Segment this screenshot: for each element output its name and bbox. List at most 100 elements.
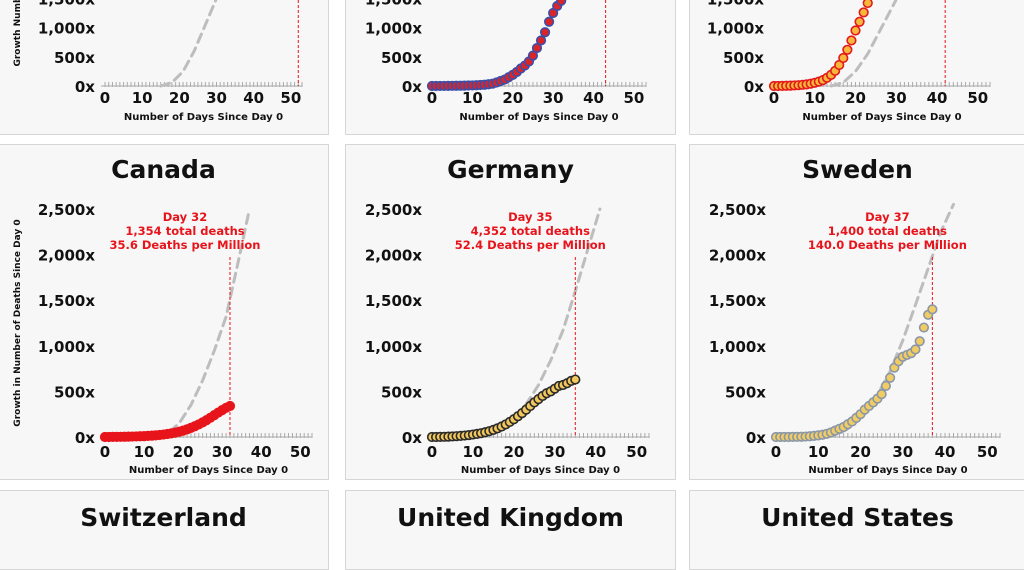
x-tick-label: 30 <box>543 89 564 107</box>
chart-panel-top-left: 0x 500x 1,000x 1,500x 0 10 20 30 40 50 Number of D… <box>0 0 329 135</box>
x-axis-title: Number of Days Since Day 0 <box>461 465 620 476</box>
data-point <box>858 7 869 18</box>
chart-svg-canada: 0x 500x 1,000x 1,500x 2,000x 2,500x 0 10 20 30 40 5… <box>13 201 313 476</box>
country-title-germany: Germany <box>447 155 574 184</box>
y-tick-label: 0x <box>75 429 95 447</box>
y-tick-label: 500x <box>381 49 422 67</box>
x-tick-label: 50 <box>626 443 647 461</box>
x-tick-label: 10 <box>463 443 484 461</box>
y-tick-label: 1,500x <box>709 292 766 310</box>
annotation-line: 140.0 Deaths per Million <box>808 238 967 252</box>
chart-panel-canada: Canada 0x 500x 1,000x 1,500x 2,000x 2,500x 0 10… <box>0 144 329 480</box>
x-tick-label: 20 <box>173 443 194 461</box>
data-point <box>570 374 581 385</box>
chart-svg-top-right: 0x 500x 1,000x 1,500x 0 10 20 30 40 50 Number of D… <box>707 0 991 123</box>
x-tick-label: 20 <box>845 89 866 107</box>
y-tick-label: 0x <box>402 78 422 96</box>
chart-svg-sweden: 0x 500x 1,000x 1,500x 2,000x 2,500x 0 10 20 30 40 5… <box>709 201 1001 476</box>
data-point <box>927 304 938 315</box>
data-point <box>535 35 547 46</box>
x-axis-title: Number of Days Since Day 0 <box>802 112 961 123</box>
x-tick-label: 40 <box>935 443 956 461</box>
country-title-switzerland: Switzerland <box>80 503 247 532</box>
y-tick-label: 1,000x <box>365 338 422 356</box>
data-point <box>885 372 896 383</box>
data-point <box>862 0 873 9</box>
chart-svg-top-left: 0x 500x 1,000x 1,500x 0 10 20 30 40 50 Number of D… <box>13 0 303 123</box>
reference-trend-line <box>829 0 898 88</box>
data-point <box>224 400 236 412</box>
x-tick-label: 50 <box>967 89 988 107</box>
country-title-united-states: United States <box>761 503 954 532</box>
chart-svg-top-middle: 0x 500x 1,000x 1,500x 0 10 20 30 40 50 Number of D… <box>365 0 647 123</box>
y-tick-label: 1,500x <box>707 0 764 8</box>
x-tick-label: 10 <box>132 89 153 107</box>
country-title-canada: Canada <box>111 155 216 184</box>
data-point <box>527 50 539 61</box>
x-tick-label: 0 <box>427 89 437 107</box>
y-tick-label: 500x <box>723 49 764 67</box>
y-tick-label: 1,000x <box>709 338 766 356</box>
y-tick-label: 500x <box>54 383 95 401</box>
x-tick-label: 0 <box>771 443 781 461</box>
x-tick-label: 0 <box>769 89 779 107</box>
y-tick-label: 2,500x <box>365 201 422 219</box>
x-axis-title: Number of Days Since Day 0 <box>124 112 283 123</box>
chart-panel-top-right: 0x 500x 1,000x 1,500x 0 10 20 30 40 50 Number of D… <box>689 0 1024 135</box>
y-tick-label: 0x <box>746 429 766 447</box>
x-tick-label: 40 <box>583 89 604 107</box>
y-tick-label: 1,500x <box>38 292 95 310</box>
data-point <box>539 27 551 38</box>
annotation-line: 35.6 Deaths per Million <box>109 238 260 252</box>
data-point <box>846 35 857 46</box>
x-axis-title: Number of Days Since Day 0 <box>808 465 967 476</box>
x-tick-label: 20 <box>502 89 523 107</box>
y-tick-label: 2,500x <box>709 201 766 219</box>
x-tick-label: 30 <box>544 443 565 461</box>
y-tick-label: 2,000x <box>38 247 95 265</box>
y-tick-label: 1,000x <box>365 20 422 38</box>
x-tick-label: 30 <box>206 89 227 107</box>
chart-panel-switzerland: Switzerland <box>0 490 329 570</box>
y-tick-label: 0x <box>402 429 422 447</box>
y-tick-label: 0x <box>744 78 764 96</box>
x-tick-label: 50 <box>280 89 301 107</box>
data-point <box>918 322 930 333</box>
x-tick-label: 0 <box>427 443 437 461</box>
chart-svg-germany: 0x 500x 1,000x 1,500x 2,000x 2,500x 0 10 20 30 40 5… <box>365 201 650 476</box>
x-tick-label: 30 <box>212 443 233 461</box>
x-tick-label: 10 <box>804 89 825 107</box>
x-tick-label: 40 <box>243 89 264 107</box>
chart-panel-united-kingdom: United Kingdom <box>345 490 676 570</box>
y-tick-label: 1,000x <box>38 20 95 38</box>
chart-panel-united-states: United States <box>689 490 1024 570</box>
x-tick-label: 10 <box>808 443 829 461</box>
x-tick-label: 20 <box>503 443 524 461</box>
data-point <box>543 16 555 27</box>
x-tick-label: 30 <box>886 89 907 107</box>
data-point <box>910 344 921 355</box>
y-tick-label: 1,500x <box>365 0 422 8</box>
x-tick-label: 20 <box>850 443 871 461</box>
y-tick-label: 0x <box>75 78 95 96</box>
data-point <box>854 16 865 27</box>
x-tick-label: 40 <box>251 443 272 461</box>
annotation-line: 1,400 total deaths <box>828 224 947 238</box>
x-axis-title: Number of Days Since Day 0 <box>129 465 288 476</box>
y-tick-label: 2,000x <box>365 247 422 265</box>
data-point <box>876 389 887 400</box>
chart-panel-sweden: Sweden 0x 500x 1,000x 1,500x 2,000x 2,500x 0 10… <box>689 144 1024 480</box>
x-tick-label: 50 <box>290 443 311 461</box>
annotation-line: Day 35 <box>508 210 552 224</box>
y-tick-label: 1,500x <box>38 0 95 8</box>
x-tick-label: 40 <box>927 89 948 107</box>
country-title-united-kingdom: United Kingdom <box>397 503 624 532</box>
y-axis-title: Growth in Number of Deaths Since Day 0 <box>13 219 23 426</box>
x-tick-label: 10 <box>134 443 155 461</box>
annotation-line: 1,354 total deaths <box>125 224 244 238</box>
data-point <box>838 52 849 64</box>
y-tick-label: 500x <box>54 49 95 67</box>
x-tick-label: 50 <box>977 443 998 461</box>
x-tick-label: 50 <box>623 89 644 107</box>
annotation-line: Day 37 <box>865 210 909 224</box>
